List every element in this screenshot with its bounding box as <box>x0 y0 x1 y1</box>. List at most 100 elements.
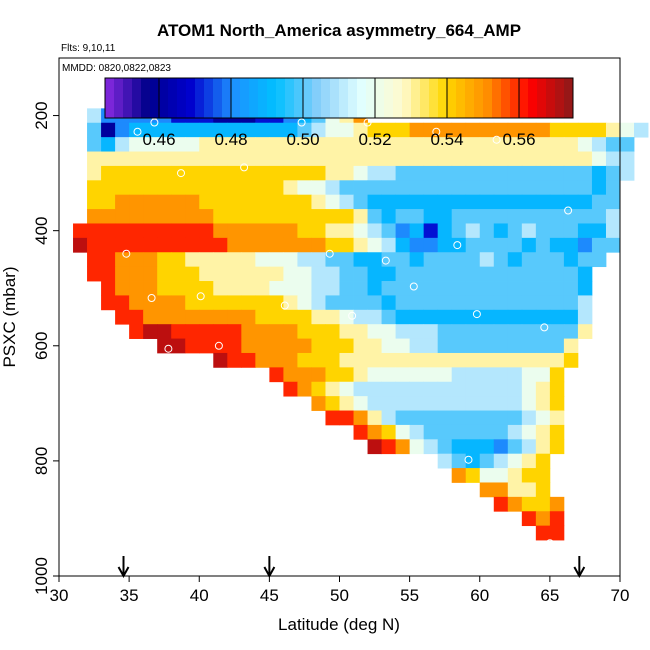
heatmap-cell <box>493 468 509 483</box>
colorbar-swatch <box>537 78 547 118</box>
heatmap-cell <box>269 352 284 368</box>
heatmap-cell <box>395 309 411 325</box>
heatmap-cell <box>255 295 270 311</box>
heatmap-cell <box>213 252 228 268</box>
heatmap-cell <box>409 137 425 152</box>
heatmap-cell <box>227 309 242 325</box>
heatmap-cell <box>507 295 523 311</box>
heatmap-cell <box>521 439 537 455</box>
heatmap-cell <box>381 424 396 440</box>
heatmap-cell <box>465 165 481 181</box>
heatmap-cell <box>381 137 396 152</box>
heatmap-cell <box>87 252 102 268</box>
heatmap-cell <box>283 309 298 325</box>
observation-point <box>348 311 357 320</box>
heatmap-cell <box>451 309 467 325</box>
heatmap-cell <box>437 439 453 455</box>
heatmap-cell <box>325 223 340 239</box>
heatmap-cell <box>339 338 354 354</box>
heatmap-cell <box>381 396 396 411</box>
heatmap-cell <box>143 194 158 210</box>
heatmap-cell <box>535 468 551 483</box>
heatmap-cell <box>423 295 439 311</box>
heatmap-cell <box>129 151 144 167</box>
heatmap-cell <box>199 151 214 167</box>
heatmap-cell <box>353 122 368 138</box>
heatmap-cell <box>409 439 425 455</box>
heatmap-cell <box>381 338 396 354</box>
heatmap-cell <box>591 194 607 210</box>
heatmap-cell <box>115 295 130 311</box>
heatmap-cell <box>353 180 368 196</box>
heatmap-cell <box>507 324 523 339</box>
heatmap-cell <box>507 194 523 210</box>
colorbar-swatch <box>105 78 115 118</box>
heatmap-cell <box>213 151 228 167</box>
heatmap-cell <box>451 151 467 167</box>
heatmap-cell <box>563 281 579 296</box>
colorbar-swatch <box>141 78 151 118</box>
heatmap-cell <box>129 180 144 196</box>
colorbar-swatch <box>303 78 313 118</box>
heatmap-cell <box>591 122 607 138</box>
heatmap-cell <box>451 165 467 181</box>
heatmap-cell <box>423 424 439 440</box>
heatmap-cell <box>129 165 144 181</box>
heatmap-cell <box>241 252 256 268</box>
flight-arrow-head <box>117 566 130 579</box>
heatmap-cell <box>241 266 256 282</box>
heatmap-cell <box>535 496 551 512</box>
heatmap-cell <box>283 137 298 152</box>
heatmap-cell <box>395 367 411 383</box>
heatmap-cell <box>101 237 116 253</box>
heatmap-cell <box>423 396 439 411</box>
heatmap-cell <box>493 367 509 383</box>
heatmap-cell <box>521 252 537 268</box>
heatmap-cell <box>493 223 509 239</box>
heatmap-cell <box>409 309 425 325</box>
heatmap-cell <box>563 223 579 239</box>
heatmap-cell <box>465 137 481 152</box>
heatmap-cell <box>451 352 467 368</box>
heatmap-cell <box>269 281 284 296</box>
heatmap-cell <box>241 309 256 325</box>
observation-point <box>240 163 249 172</box>
heatmap-cell <box>409 194 425 210</box>
heatmap-cell <box>535 424 551 440</box>
heatmap-cell <box>591 209 607 224</box>
heatmap-cell <box>129 237 144 253</box>
heatmap-cell <box>451 281 467 296</box>
heatmap-cell <box>381 324 396 339</box>
heatmap-cell <box>549 309 565 325</box>
heatmap-cell <box>185 122 200 138</box>
colorbar-swatch <box>357 78 367 118</box>
heatmap-cell <box>437 324 453 339</box>
heatmap-cell <box>479 396 495 411</box>
heatmap-cell <box>367 338 382 354</box>
heatmap-cell <box>185 309 200 325</box>
heatmap-cell <box>409 381 425 397</box>
colorbar-swatch <box>375 78 385 118</box>
heatmap-cell <box>367 223 382 239</box>
colorbar-swatch <box>429 78 439 118</box>
colorbar-swatch <box>519 78 529 118</box>
y-axis-label: PSXC (mbar) <box>0 266 19 367</box>
heatmap-cell <box>311 324 326 339</box>
heatmap-cell <box>605 237 621 253</box>
heatmap-cell <box>157 309 172 325</box>
heatmap-cell <box>381 381 396 397</box>
heatmap-cell <box>353 252 368 268</box>
heatmap-cell <box>381 352 396 368</box>
heatmap-cell <box>549 338 565 354</box>
heatmap-cell <box>563 352 579 368</box>
heatmap-cell <box>381 180 396 196</box>
heatmap-cell <box>381 266 396 282</box>
heatmap-cell <box>521 468 537 483</box>
x-tick-label: 60 <box>470 586 489 605</box>
observation-point <box>363 118 372 127</box>
heatmap-cell <box>227 209 242 224</box>
heatmap-cell <box>493 439 509 455</box>
heatmap-cell <box>634 122 649 138</box>
heatmap-cell <box>451 122 467 138</box>
heatmap-cell <box>87 194 102 210</box>
